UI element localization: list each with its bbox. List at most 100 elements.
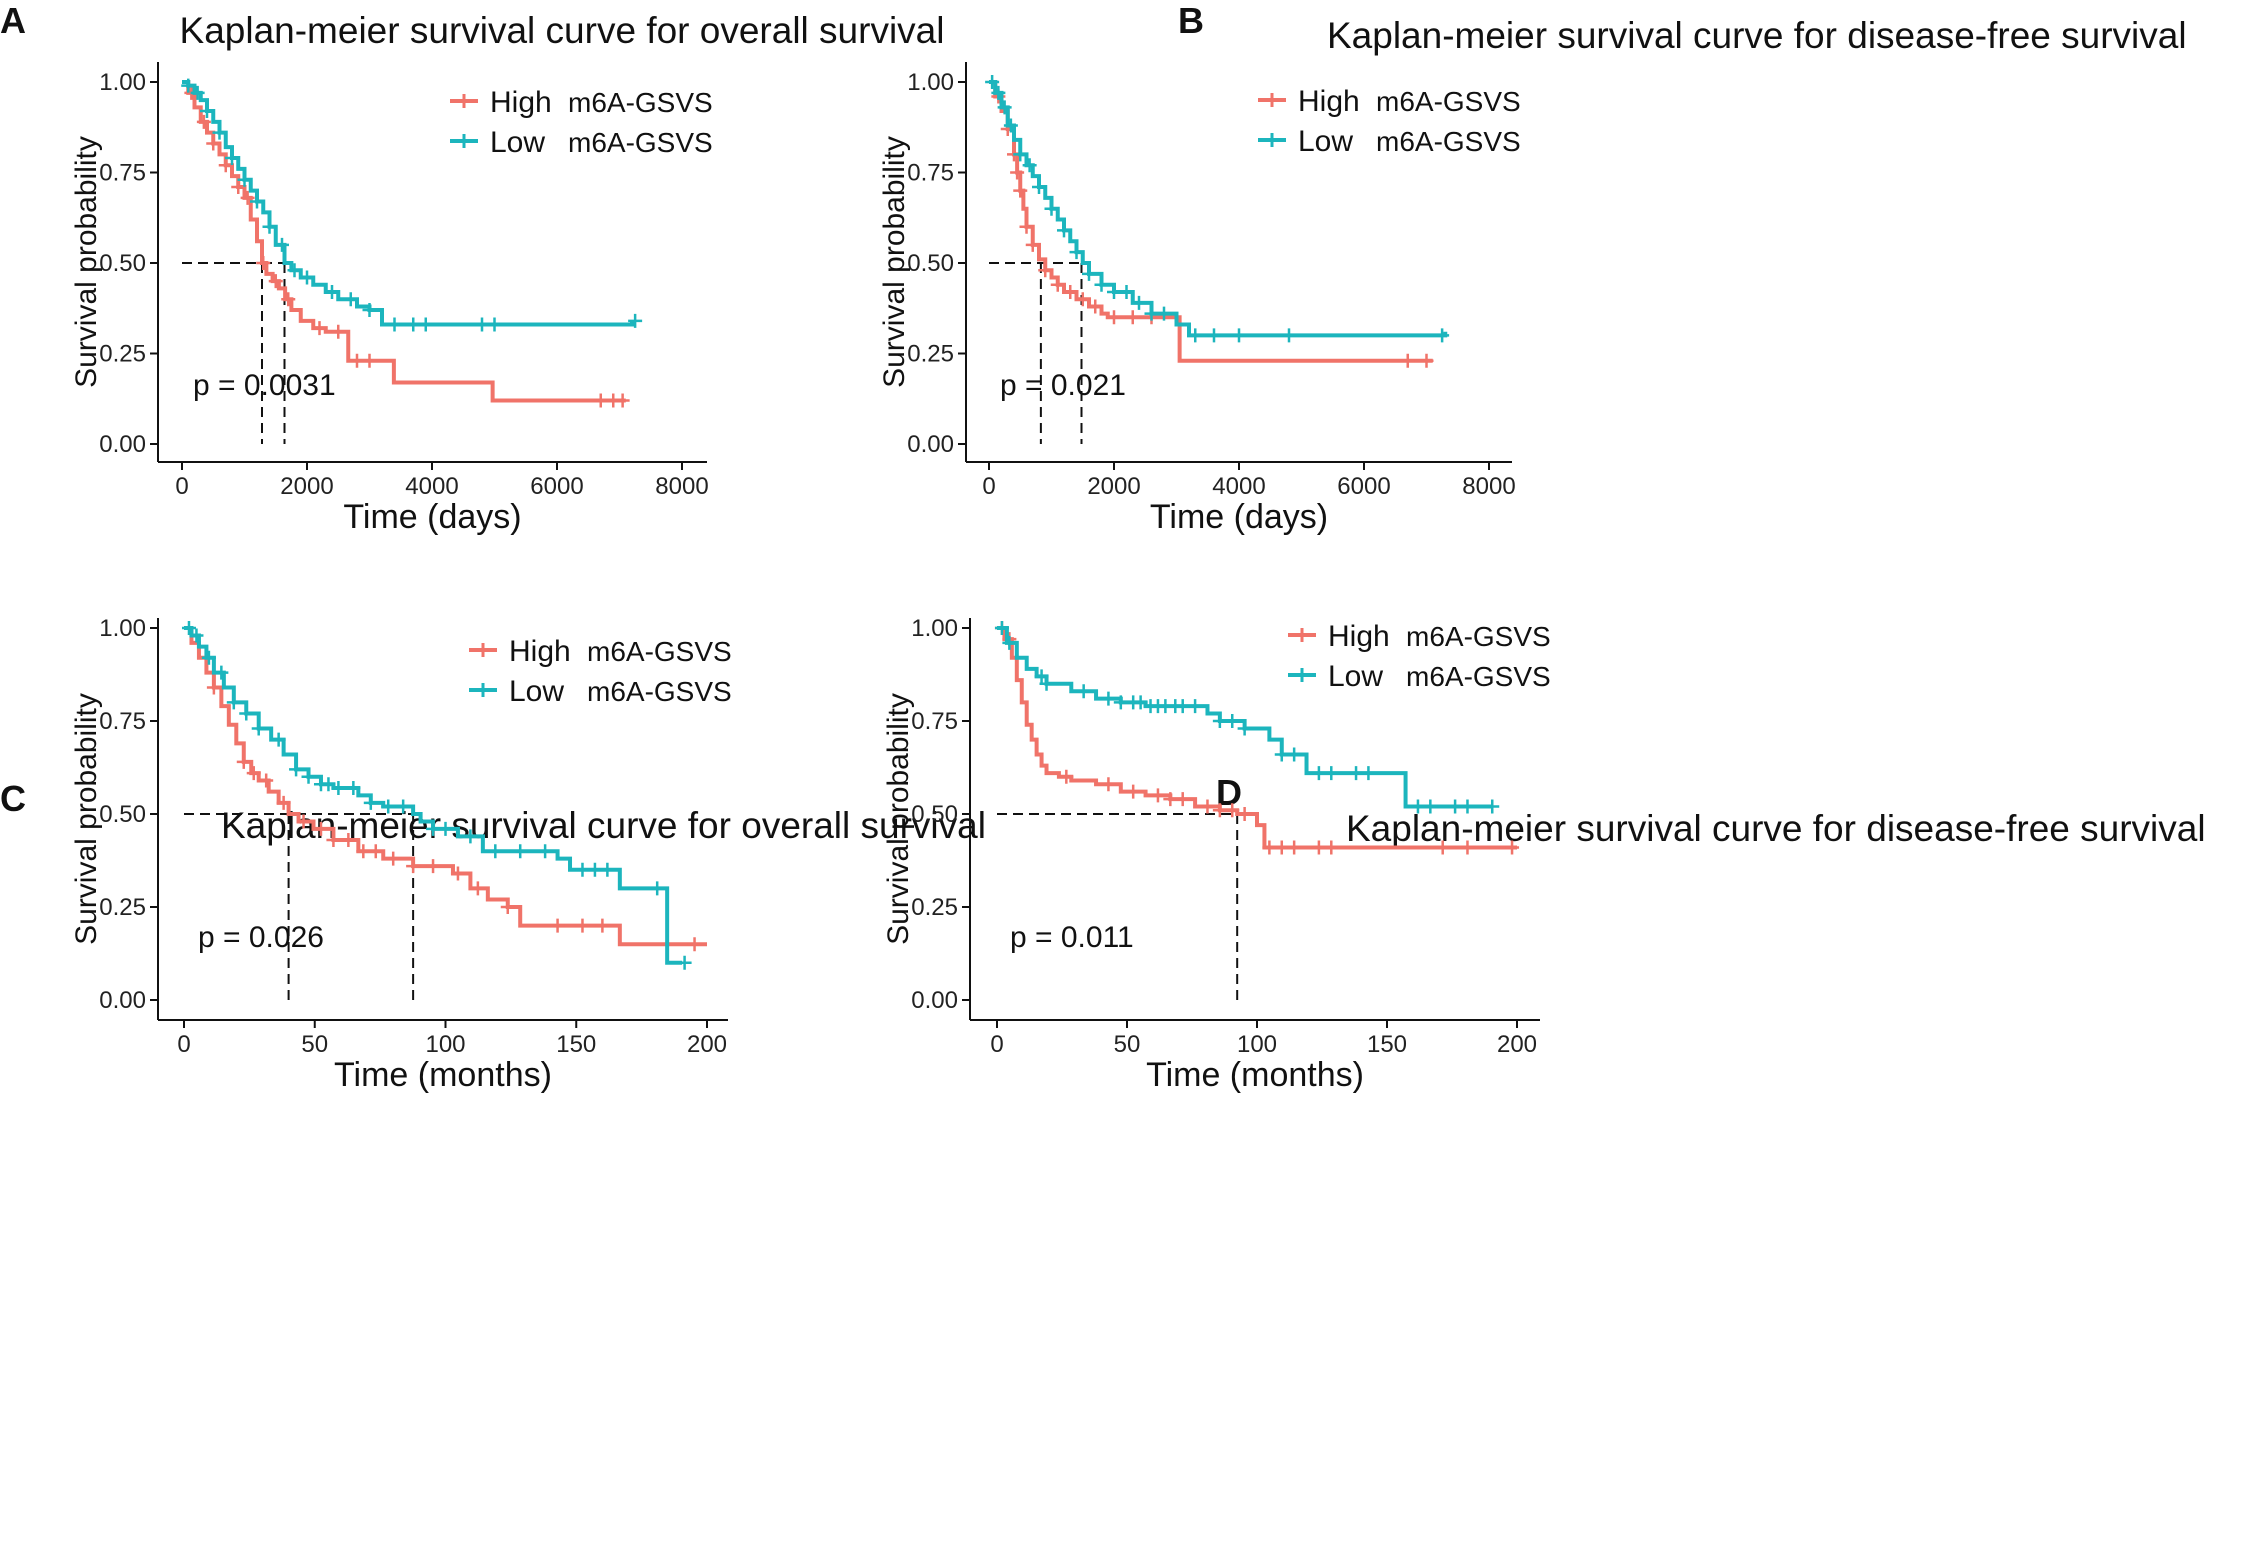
censor-mark [538, 844, 553, 859]
censor-mark [628, 313, 643, 328]
x-tick-label: 4000 [1212, 473, 1265, 500]
x-tick-label: 2000 [280, 473, 333, 500]
censor-mark [296, 814, 311, 829]
y-tick-label: 1.00 [99, 69, 146, 96]
censor-mark [1157, 306, 1171, 321]
y-tick-label: 0.00 [907, 431, 954, 458]
censor-mark [470, 881, 485, 896]
censor-mark [1101, 691, 1116, 706]
y-tick-label: 0.50 [99, 250, 146, 277]
censor-mark [256, 256, 271, 270]
censor-mark [331, 324, 346, 339]
censor-mark [1057, 223, 1071, 238]
censor-mark [1010, 165, 1025, 180]
legend-label: High [1298, 85, 1360, 118]
censor-mark [181, 621, 196, 635]
survival-chart-a: 0.00 0.25 0.50 0.75 1.00 0 2000 4000 6000 8000 Tim… [70, 62, 713, 536]
legend-label: High [490, 86, 552, 119]
legend-label: Low [1298, 125, 1353, 158]
x-tick-label: 50 [301, 1031, 328, 1058]
censor-mark [368, 844, 383, 859]
censor-mark [341, 833, 356, 848]
legend-label: Low [490, 126, 545, 159]
panel-letter: B [1178, 0, 1204, 41]
x-tick-label: 50 [1114, 1031, 1141, 1058]
y-tick-label: 1.00 [911, 615, 958, 642]
censor-mark [1262, 840, 1277, 855]
censor-mark [1113, 695, 1128, 710]
legend-label: High [509, 635, 571, 668]
censor-mark [1119, 284, 1134, 299]
censor-mark [575, 862, 590, 877]
censor-mark [275, 237, 289, 252]
censor-mark [1150, 788, 1165, 803]
x-tick-label: 6000 [530, 473, 583, 500]
censor-mark [487, 317, 502, 332]
censor-mark [326, 833, 341, 848]
censor-mark [206, 680, 221, 695]
x-axis-label: Time (months) [1146, 1056, 1364, 1094]
censor-mark [1274, 747, 1289, 762]
censor-mark [1039, 676, 1054, 691]
censor-mark [1361, 766, 1376, 781]
y-tick-label: 0.00 [99, 987, 146, 1014]
censor-mark [406, 859, 421, 874]
censor-mark [362, 353, 377, 368]
censor-mark [1063, 284, 1078, 299]
censor-mark [1107, 284, 1121, 299]
censor-mark [189, 628, 204, 643]
p-value: p = 0.021 [1000, 369, 1126, 402]
censor-mark [595, 918, 610, 933]
x-tick-label: 6000 [1337, 473, 1390, 500]
y-tick-label: 0.00 [911, 987, 958, 1014]
censor-mark [239, 706, 254, 721]
censor-mark [387, 317, 402, 332]
censor-mark [1419, 353, 1434, 368]
censor-mark [1163, 792, 1178, 807]
censor-mark [1013, 183, 1028, 198]
censor-mark [1188, 699, 1203, 714]
panel-letter: C [0, 778, 26, 819]
censor-mark [226, 695, 241, 710]
censor-mark [1101, 777, 1116, 792]
censor-mark [343, 292, 358, 307]
x-tick-label: 8000 [1462, 473, 1515, 500]
censor-mark [1460, 840, 1475, 855]
censor-mark [1125, 310, 1140, 325]
y-tick-label: 0.00 [99, 431, 146, 458]
censor-mark [1076, 684, 1091, 699]
censor-mark [231, 179, 246, 194]
censor-mark [1207, 328, 1221, 343]
censor-mark [991, 85, 1006, 100]
panel-a: A Kaplan-meier survival curve for overal… [0, 0, 1124, 772]
censor-mark [301, 769, 316, 784]
censor-mark [1038, 263, 1053, 278]
legend-suffix: m6A-GSVS [587, 636, 732, 667]
censor-mark [1050, 277, 1065, 292]
censor-mark [1126, 784, 1141, 799]
censor-mark [985, 75, 1000, 89]
censor-mark [450, 866, 465, 881]
censor-mark [396, 799, 411, 814]
p-value: p = 0.026 [198, 921, 324, 954]
censor-mark [251, 721, 266, 736]
censor-mark [289, 762, 304, 777]
legend-label: High [1328, 620, 1390, 653]
legend-suffix: m6A-GSVS [568, 127, 713, 158]
chart-title: Kaplan-meier survival curve for disease-… [1346, 808, 2206, 849]
censor-mark [418, 317, 433, 332]
censor-mark [325, 284, 339, 299]
censor-mark [1082, 266, 1096, 281]
censor-mark [281, 292, 296, 307]
censor-mark [1003, 118, 1018, 133]
censor-mark [1485, 799, 1500, 814]
legend-label: Low [509, 675, 564, 708]
legend-suffix: m6A-GSVS [1376, 126, 1521, 157]
x-tick-label: 150 [556, 1031, 596, 1058]
censor-mark [593, 393, 608, 408]
censor-mark [1133, 695, 1148, 710]
censor-mark [1025, 237, 1040, 252]
chart-title: Kaplan-meier survival curve for overall … [179, 10, 945, 51]
censor-mark [1287, 747, 1302, 762]
censor-mark [575, 918, 590, 933]
